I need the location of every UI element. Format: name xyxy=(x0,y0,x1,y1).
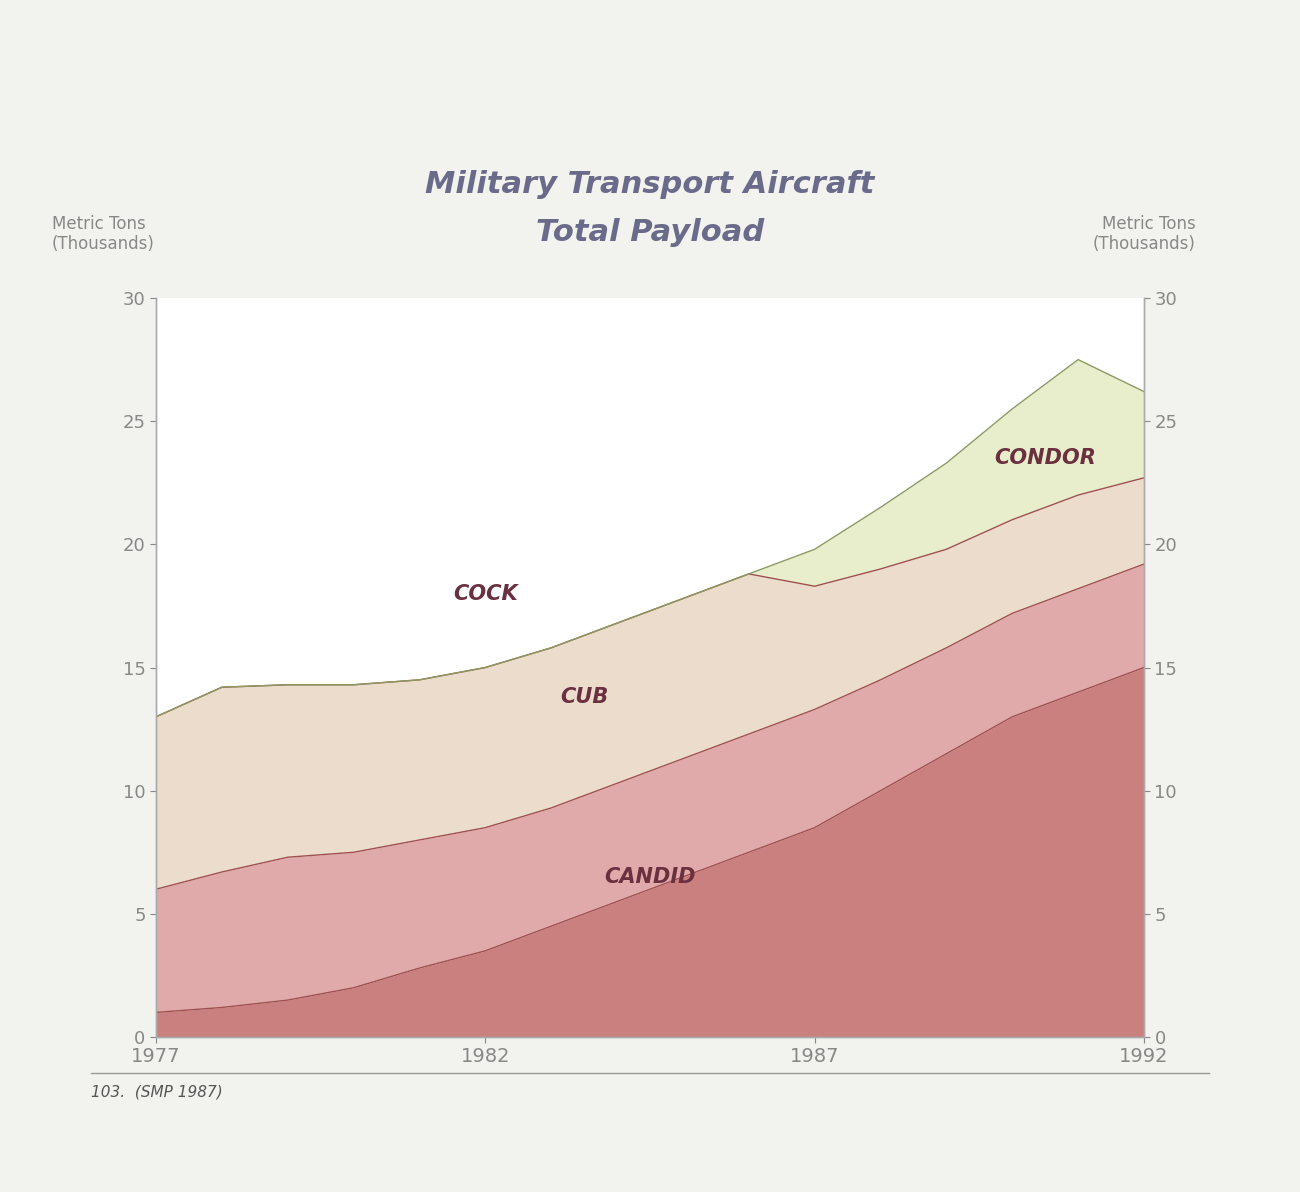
Text: CONDOR: CONDOR xyxy=(994,448,1096,468)
Text: Military Transport Aircraft: Military Transport Aircraft xyxy=(425,170,875,199)
Text: CUB: CUB xyxy=(560,687,608,707)
Text: CANDID: CANDID xyxy=(604,867,696,887)
Text: Metric Tons
(Thousands): Metric Tons (Thousands) xyxy=(52,215,155,254)
Text: 103.  (SMP 1987): 103. (SMP 1987) xyxy=(91,1085,222,1100)
Text: Metric Tons
(Thousands): Metric Tons (Thousands) xyxy=(1093,215,1196,254)
Text: Total Payload: Total Payload xyxy=(536,218,764,247)
Text: COCK: COCK xyxy=(452,584,517,603)
